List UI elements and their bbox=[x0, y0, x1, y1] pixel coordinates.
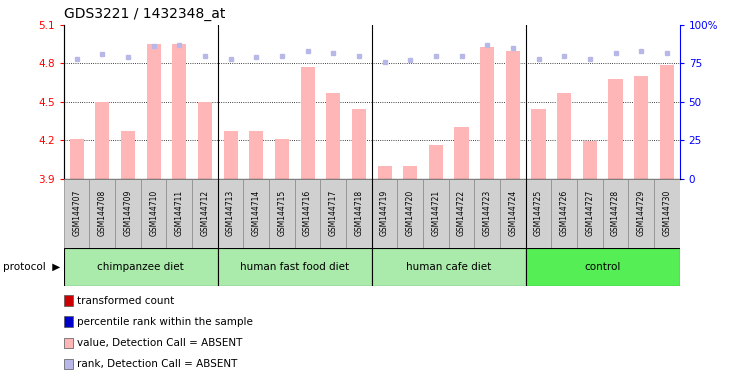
Text: GSM144708: GSM144708 bbox=[98, 190, 107, 236]
Text: GSM144714: GSM144714 bbox=[252, 190, 261, 236]
Text: GSM144721: GSM144721 bbox=[431, 190, 440, 236]
Bar bbox=[454, 127, 469, 179]
Bar bbox=[500, 179, 526, 248]
Text: value, Detection Call = ABSENT: value, Detection Call = ABSENT bbox=[77, 338, 242, 348]
Bar bbox=[275, 139, 289, 179]
Bar bbox=[429, 145, 443, 179]
Bar bbox=[397, 179, 423, 248]
Bar bbox=[269, 179, 294, 248]
Bar bbox=[321, 179, 346, 248]
Text: GSM144712: GSM144712 bbox=[201, 190, 210, 236]
Text: GSM144720: GSM144720 bbox=[406, 190, 415, 236]
Bar bbox=[526, 248, 680, 286]
Bar bbox=[634, 76, 648, 179]
Bar bbox=[218, 248, 372, 286]
Bar bbox=[141, 179, 167, 248]
Bar bbox=[557, 93, 572, 179]
Text: GSM144713: GSM144713 bbox=[226, 190, 235, 236]
Text: GSM144723: GSM144723 bbox=[483, 190, 492, 236]
Text: protocol  ▶: protocol ▶ bbox=[3, 262, 60, 272]
Text: GSM144730: GSM144730 bbox=[662, 190, 671, 236]
Bar bbox=[602, 179, 629, 248]
Bar bbox=[198, 102, 212, 179]
Text: GSM144716: GSM144716 bbox=[303, 190, 312, 236]
Bar bbox=[243, 179, 269, 248]
Text: chimpanzee diet: chimpanzee diet bbox=[98, 262, 184, 272]
Text: control: control bbox=[584, 262, 621, 272]
Bar bbox=[95, 102, 110, 179]
Bar bbox=[654, 179, 680, 248]
Text: GSM144709: GSM144709 bbox=[123, 190, 132, 236]
Text: GSM144719: GSM144719 bbox=[380, 190, 389, 236]
Text: human fast food diet: human fast food diet bbox=[240, 262, 349, 272]
Bar bbox=[583, 141, 597, 179]
Bar bbox=[115, 179, 141, 248]
Text: GDS3221 / 1432348_at: GDS3221 / 1432348_at bbox=[64, 7, 225, 21]
Text: percentile rank within the sample: percentile rank within the sample bbox=[77, 317, 252, 327]
Text: transformed count: transformed count bbox=[77, 296, 173, 306]
Bar bbox=[660, 65, 674, 179]
Bar bbox=[172, 44, 186, 179]
Text: GSM144725: GSM144725 bbox=[534, 190, 543, 236]
Text: GSM144710: GSM144710 bbox=[149, 190, 158, 236]
Bar bbox=[475, 179, 500, 248]
Text: GSM144729: GSM144729 bbox=[637, 190, 646, 236]
Bar bbox=[121, 131, 135, 179]
Text: rank, Detection Call = ABSENT: rank, Detection Call = ABSENT bbox=[77, 359, 237, 369]
Bar bbox=[577, 179, 603, 248]
Text: human cafe diet: human cafe diet bbox=[406, 262, 491, 272]
Bar bbox=[423, 179, 449, 248]
Bar bbox=[224, 131, 237, 179]
Text: GSM144722: GSM144722 bbox=[457, 190, 466, 236]
Bar bbox=[326, 93, 340, 179]
Bar bbox=[629, 179, 654, 248]
Text: GSM144715: GSM144715 bbox=[277, 190, 286, 236]
Bar bbox=[294, 179, 321, 248]
Bar bbox=[449, 179, 475, 248]
Text: GSM144711: GSM144711 bbox=[175, 190, 184, 236]
Bar bbox=[346, 179, 372, 248]
Bar bbox=[64, 179, 89, 248]
Bar bbox=[300, 67, 315, 179]
Bar bbox=[64, 248, 218, 286]
Bar bbox=[249, 131, 264, 179]
Bar bbox=[372, 179, 397, 248]
Text: GSM144726: GSM144726 bbox=[559, 190, 569, 236]
Bar bbox=[89, 179, 115, 248]
Text: GSM144707: GSM144707 bbox=[72, 190, 81, 236]
Bar bbox=[352, 109, 366, 179]
Text: GSM144718: GSM144718 bbox=[354, 190, 363, 236]
Bar bbox=[218, 179, 243, 248]
Bar bbox=[608, 79, 623, 179]
Bar bbox=[378, 166, 391, 179]
Bar bbox=[70, 139, 83, 179]
Bar bbox=[192, 179, 218, 248]
Text: GSM144717: GSM144717 bbox=[329, 190, 338, 236]
Bar bbox=[551, 179, 577, 248]
Text: GSM144724: GSM144724 bbox=[508, 190, 517, 236]
Bar bbox=[167, 179, 192, 248]
Text: GSM144728: GSM144728 bbox=[611, 190, 620, 236]
Bar bbox=[403, 166, 418, 179]
Bar bbox=[506, 51, 520, 179]
Bar bbox=[526, 179, 551, 248]
Bar bbox=[480, 47, 494, 179]
Text: GSM144727: GSM144727 bbox=[585, 190, 594, 236]
Bar bbox=[146, 44, 161, 179]
Bar bbox=[532, 109, 545, 179]
Bar bbox=[372, 248, 526, 286]
